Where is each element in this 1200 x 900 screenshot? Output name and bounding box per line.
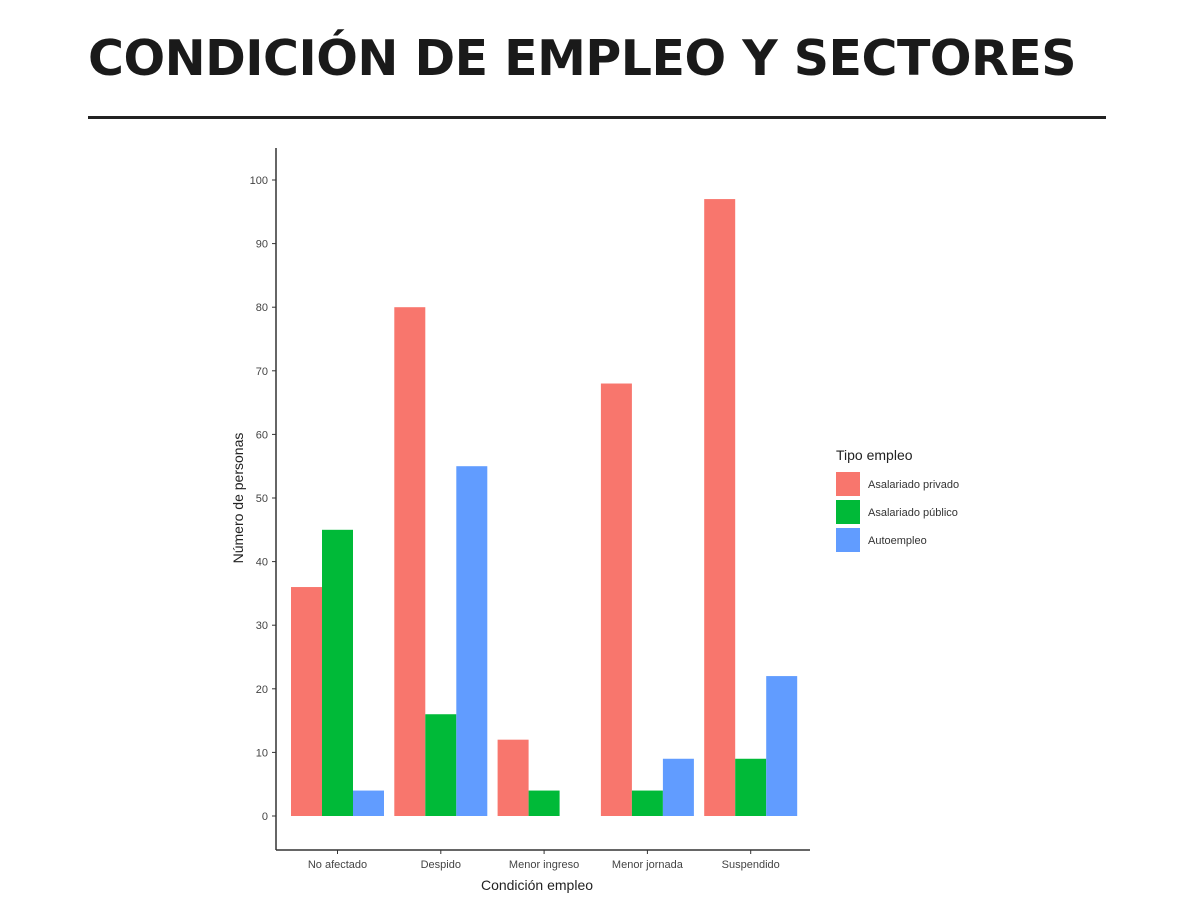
y-tick-label: 100 — [250, 175, 268, 187]
bar — [291, 587, 322, 816]
y-tick-label: 0 — [262, 811, 268, 823]
x-tick-labels: No afectado Despido Menor ingreso Menor jor… — [308, 850, 780, 871]
legend-label: Autoempleo — [868, 535, 927, 547]
legend-label: Asalariado privado — [868, 479, 959, 491]
legend-swatch — [836, 472, 860, 496]
y-tick-label: 10 — [256, 747, 268, 759]
bar — [766, 676, 798, 816]
legend-title: Tipo empleo — [836, 447, 913, 463]
bar — [322, 529, 353, 816]
chart-axes — [275, 148, 810, 851]
y-tick-label: 30 — [256, 620, 268, 632]
title-divider — [88, 116, 1106, 119]
x-tick-label: No afectado — [308, 859, 367, 871]
y-tick-label: 60 — [256, 429, 268, 441]
bar — [497, 739, 529, 816]
legend-swatch — [836, 528, 860, 552]
bar — [600, 383, 632, 816]
bar — [353, 790, 384, 816]
legend-label: Asalariado público — [868, 507, 958, 519]
legend-swatch — [836, 500, 860, 524]
x-axis-label: Condición empleo — [481, 877, 593, 893]
x-tick-label: Despido — [421, 859, 461, 871]
bar — [528, 790, 560, 816]
y-tick-label: 70 — [256, 366, 268, 378]
bar — [735, 758, 767, 816]
chart-bars — [291, 199, 798, 816]
x-tick-label: Suspendido — [722, 859, 780, 871]
bar — [456, 466, 488, 816]
y-tick-label: 80 — [256, 302, 268, 314]
y-tick-labels: 0 10 20 30 40 50 60 70 80 90 100 — [250, 175, 276, 823]
chart-legend: Tipo empleo Asalariado privado Asalariado … — [836, 447, 959, 552]
x-tick-label: Menor jornada — [612, 859, 684, 871]
bar — [662, 758, 694, 816]
y-tick-label: 50 — [256, 493, 268, 505]
bar — [425, 714, 457, 816]
bar — [704, 199, 736, 816]
x-tick-label: Menor ingreso — [509, 859, 579, 871]
y-axis-label: Número de personas — [230, 433, 246, 564]
y-tick-label: 90 — [256, 239, 268, 251]
y-tick-label: 40 — [256, 557, 268, 569]
bar — [394, 307, 426, 816]
page-title: CONDICIÓN DE EMPLEO Y SECTORES — [88, 30, 1077, 87]
bar — [631, 790, 663, 816]
y-tick-label: 20 — [256, 684, 268, 696]
